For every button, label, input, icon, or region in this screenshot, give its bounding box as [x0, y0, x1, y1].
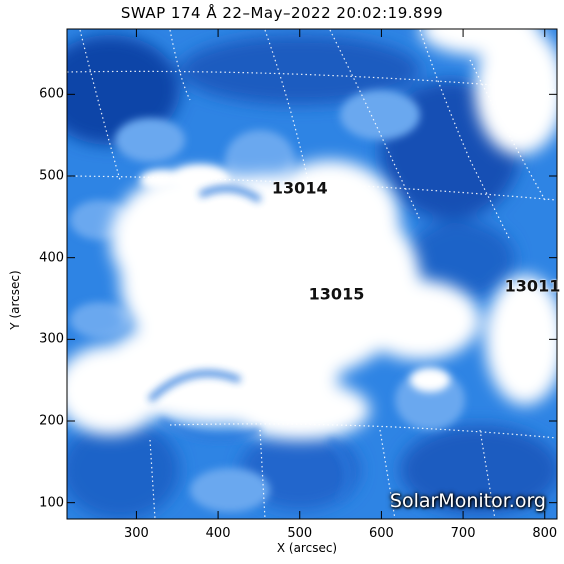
x-tick-label: 800 — [532, 526, 558, 541]
x-tick-label: 300 — [123, 526, 149, 541]
active-region-label: 13015 — [308, 284, 365, 304]
active-region-label: 13014 — [271, 178, 328, 198]
x-tick-label: 600 — [368, 526, 394, 541]
x-tick-label: 400 — [205, 526, 231, 541]
y-tick-label: 100 — [39, 495, 64, 511]
y-tick-label: 500 — [39, 168, 64, 184]
solar-image — [67, 29, 557, 519]
x-axis-ticks — [135, 29, 546, 519]
y-tick-label: 300 — [39, 331, 64, 347]
plot-frame — [66, 28, 558, 520]
active-region-label: 13011 — [504, 276, 561, 296]
y-tick-label: 400 — [39, 250, 64, 266]
x-axis-label: X (arcsec) — [276, 541, 338, 555]
watermark-text: SolarMonitor.org — [389, 490, 546, 512]
y-tick-label: 600 — [39, 86, 64, 102]
x-tick-label: 700 — [450, 526, 476, 541]
x-tick-label: 500 — [287, 526, 313, 541]
y-axis-ticks — [67, 93, 557, 504]
image-title: SWAP 174 Å 22–May–2022 20:02:19.899 — [120, 4, 444, 22]
y-tick-label: 200 — [39, 413, 64, 429]
y-axis-label: Y (arcsec) — [8, 270, 22, 330]
